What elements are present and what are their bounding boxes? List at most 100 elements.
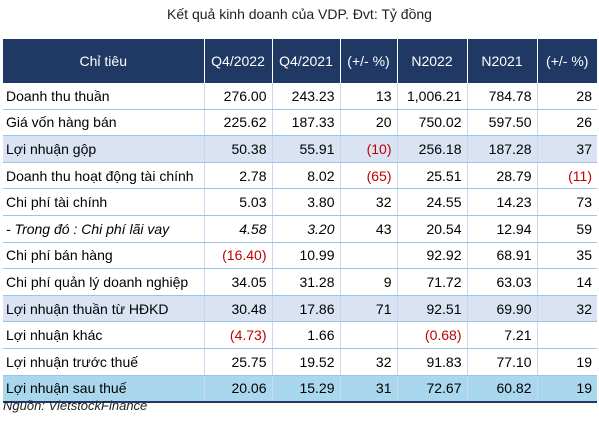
row-label: Giá vốn hàng bán	[3, 109, 205, 137]
cell-q-change: (10)	[340, 135, 398, 163]
cell-q-change: 43	[340, 215, 398, 243]
cell-q4-2021: 55.91	[272, 135, 341, 163]
table-row-highlight: Lợi nhuận gộp 50.38 55.91 (10) 256.18 18…	[3, 135, 597, 163]
header-cell-n2022: N2022	[397, 39, 468, 83]
header-cell-q4-2021: Q4/2021	[272, 39, 341, 83]
cell-q4-2021: 243.23	[272, 83, 341, 110]
cell-n2022: 92.51	[397, 295, 468, 323]
cell-n-change: 26	[537, 109, 597, 137]
table-row-highlight: Lợi nhuận thuần từ HĐKD 30.48 17.86 71 9…	[3, 295, 597, 323]
row-label: - Trong đó : Chi phí lãi vay	[3, 215, 205, 243]
cell-n2021: 77.10	[467, 348, 538, 376]
table-row-subitem: - Trong đó : Chi phí lãi vay 4.58 3.20 4…	[3, 215, 597, 243]
cell-n2021: 784.78	[467, 83, 538, 110]
cell-n2022: 91.83	[397, 348, 468, 376]
cell-n2021: 63.03	[467, 268, 538, 296]
cell-q4-2021: 31.28	[272, 268, 341, 296]
cell-q4-2021: 15.29	[272, 375, 341, 404]
cell-n2021: 14.23	[467, 188, 538, 216]
row-label: Chi phí quản lý doanh nghiệp	[3, 268, 205, 296]
financial-results-table: Chỉ tiêu Q4/2022 Q4/2021 (+/- %) N2022 N…	[3, 39, 597, 404]
table-row: Lợi nhuận khác (4.73) 1.66 (0.68) 7.21	[3, 321, 597, 349]
header-cell-q-change: (+/- %)	[340, 39, 398, 83]
cell-q-change	[340, 321, 398, 349]
cell-q4-2022: (16.40)	[204, 242, 273, 270]
table-row: Chi phí quản lý doanh nghiệp 34.05 31.28…	[3, 268, 597, 296]
header-row: Chỉ tiêu Q4/2022 Q4/2021 (+/- %) N2022 N…	[3, 39, 597, 83]
cell-q4-2022: 4.58	[204, 215, 273, 243]
row-label: Lợi nhuận sau thuế	[3, 375, 205, 404]
cell-n2022: 750.02	[397, 109, 468, 137]
cell-q-change: 13	[340, 83, 398, 110]
cell-n2021: 28.79	[467, 162, 538, 190]
cell-n2022: 20.54	[397, 215, 468, 243]
table-row: Chi phí bán hàng (16.40) 10.99 92.92 68.…	[3, 242, 597, 270]
cell-q-change: 20	[340, 109, 398, 137]
cell-q-change: 31	[340, 375, 398, 404]
table-row-final: Lợi nhuận sau thuế 20.06 15.29 31 72.67 …	[3, 375, 597, 404]
row-label: Chi phí bán hàng	[3, 242, 205, 270]
row-label: Chi phí tài chính	[3, 188, 205, 216]
table-row: Lợi nhuận trước thuế 25.75 19.52 32 91.8…	[3, 348, 597, 376]
cell-n2021: 7.21	[467, 321, 538, 349]
cell-q-change: 9	[340, 268, 398, 296]
cell-q4-2022: 5.03	[204, 188, 273, 216]
cell-q4-2021: 3.20	[272, 215, 341, 243]
cell-n2021: 69.90	[467, 295, 538, 323]
table-row: Giá vốn hàng bán 225.62 187.33 20 750.02…	[3, 109, 597, 137]
cell-n2021: 597.50	[467, 109, 538, 137]
cell-n-change: 37	[537, 135, 597, 163]
cell-n2022: 24.55	[397, 188, 468, 216]
cell-n2021: 187.28	[467, 135, 538, 163]
cell-n2021: 12.94	[467, 215, 538, 243]
cell-n2021: 60.82	[467, 375, 538, 404]
cell-q4-2022: 276.00	[204, 83, 273, 110]
cell-q4-2022: 25.75	[204, 348, 273, 376]
cell-n-change: 59	[537, 215, 597, 243]
cell-q4-2021: 187.33	[272, 109, 341, 137]
cell-q-change: 32	[340, 188, 398, 216]
cell-q4-2022: 30.48	[204, 295, 273, 323]
cell-n-change: 14	[537, 268, 597, 296]
row-label: Doanh thu thuần	[3, 83, 205, 110]
cell-n2022: 25.51	[397, 162, 468, 190]
table-row: Doanh thu thuần 276.00 243.23 13 1,006.2…	[3, 83, 597, 110]
cell-q4-2021: 8.02	[272, 162, 341, 190]
cell-n2022: 1,006.21	[397, 83, 468, 110]
source-note: Nguồn: VietstockFinance	[3, 398, 148, 413]
cell-n2021: 68.91	[467, 242, 538, 270]
cell-n-change: 28	[537, 83, 597, 110]
cell-q4-2022: 50.38	[204, 135, 273, 163]
cell-q-change: 71	[340, 295, 398, 323]
row-label: Doanh thu hoạt động tài chính	[3, 162, 205, 190]
cell-q4-2021: 1.66	[272, 321, 341, 349]
cell-q4-2021: 10.99	[272, 242, 341, 270]
cell-n-change: 19	[537, 375, 597, 404]
header-cell-n2021: N2021	[467, 39, 538, 83]
cell-n-change: 32	[537, 295, 597, 323]
cell-n2022: 256.18	[397, 135, 468, 163]
cell-n-change: 19	[537, 348, 597, 376]
cell-n-change: 73	[537, 188, 597, 216]
header-cell-indicator: Chỉ tiêu	[3, 39, 205, 83]
header-cell-n-change: (+/- %)	[537, 39, 597, 83]
cell-q-change: 32	[340, 348, 398, 376]
cell-q4-2021: 17.86	[272, 295, 341, 323]
cell-n-change	[537, 321, 597, 349]
row-label: Lợi nhuận thuần từ HĐKD	[3, 295, 205, 323]
cell-n2022: 72.67	[397, 375, 468, 404]
row-label: Lợi nhuận gộp	[3, 135, 205, 163]
cell-n-change: 35	[537, 242, 597, 270]
row-label: Lợi nhuận khác	[3, 321, 205, 349]
cell-q4-2022: 225.62	[204, 109, 273, 137]
cell-q-change	[340, 242, 398, 270]
cell-q4-2022: (4.73)	[204, 321, 273, 349]
table-title: Kết quả kinh doanh của VDP. Đvt: Tỷ đồng	[167, 6, 432, 22]
cell-q4-2022: 2.78	[204, 162, 273, 190]
row-label: Lợi nhuận trước thuế	[3, 348, 205, 376]
cell-q4-2022: 20.06	[204, 375, 273, 404]
cell-n2022: 71.72	[397, 268, 468, 296]
cell-n2022: (0.68)	[397, 321, 468, 349]
header-cell-q4-2022: Q4/2022	[204, 39, 273, 83]
cell-n2022: 92.92	[397, 242, 468, 270]
